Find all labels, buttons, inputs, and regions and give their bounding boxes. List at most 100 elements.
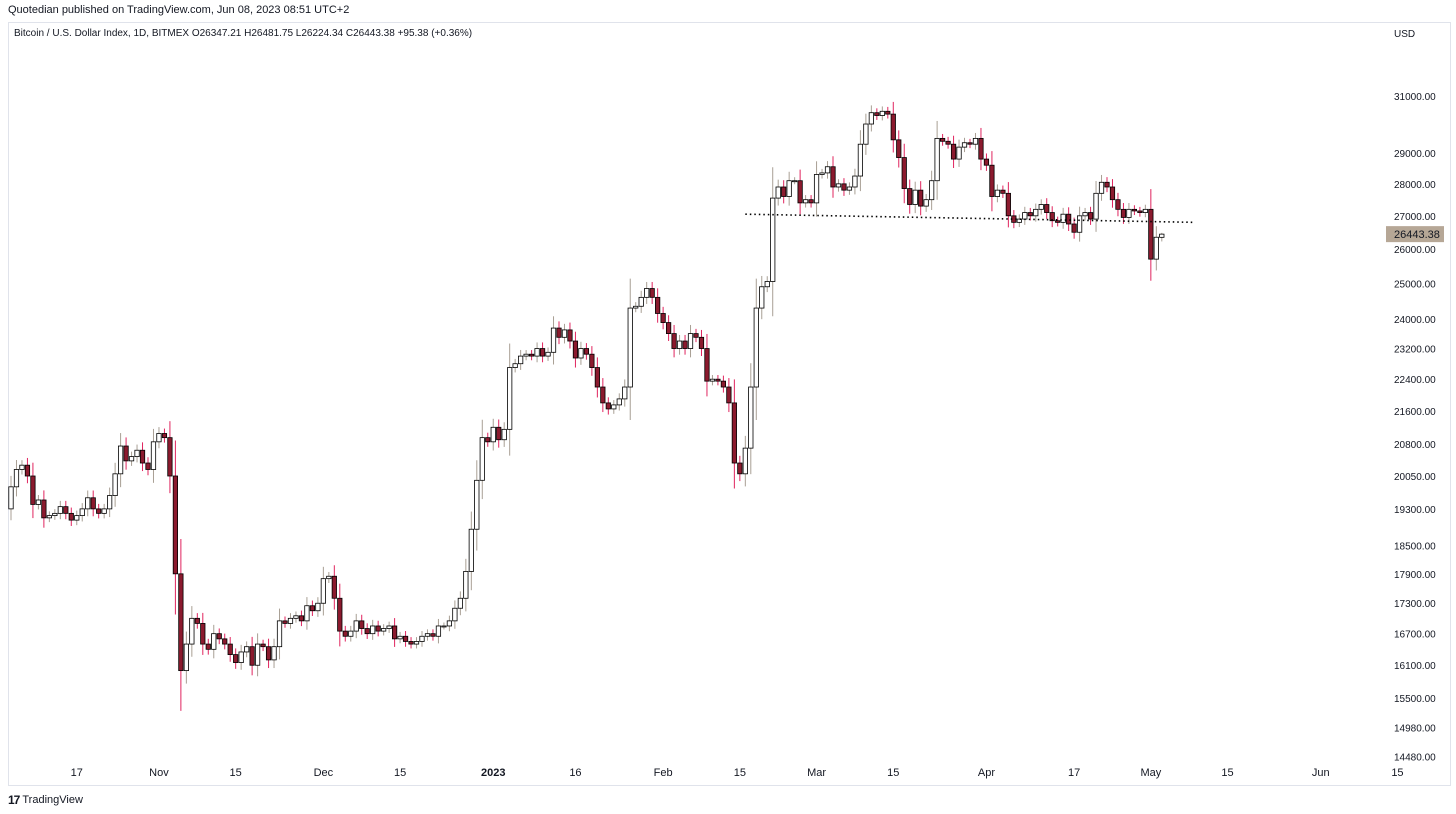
candle[interactable] [90, 490, 96, 517]
tradingview-brand[interactable]: 17 TradingView [8, 793, 83, 807]
candle[interactable] [830, 156, 836, 198]
candle[interactable] [605, 397, 611, 415]
candle[interactable] [68, 507, 74, 526]
candle[interactable] [731, 379, 737, 489]
candle[interactable] [753, 278, 759, 421]
candle[interactable] [298, 610, 305, 627]
candle[interactable] [578, 341, 584, 365]
candle[interactable] [430, 629, 436, 641]
candle[interactable] [983, 153, 990, 171]
candle[interactable] [572, 331, 579, 368]
candle[interactable] [1159, 232, 1165, 242]
candle[interactable] [781, 180, 787, 204]
candle[interactable] [978, 127, 984, 171]
candle[interactable] [885, 106, 891, 119]
candle[interactable] [1104, 177, 1110, 193]
candle[interactable] [709, 375, 716, 386]
candle[interactable] [682, 334, 688, 355]
candle[interactable] [523, 350, 529, 361]
candle[interactable] [1082, 207, 1088, 221]
candle[interactable] [172, 440, 178, 615]
candle[interactable] [1038, 199, 1044, 215]
candle[interactable] [929, 170, 935, 210]
candle[interactable] [74, 510, 80, 526]
candle[interactable] [408, 637, 414, 649]
candle[interactable] [397, 631, 403, 644]
candle[interactable] [994, 184, 1001, 203]
candle[interactable] [1109, 179, 1116, 208]
candle[interactable] [660, 306, 666, 330]
candle[interactable] [46, 511, 52, 523]
candle[interactable] [835, 179, 842, 192]
candle[interactable] [1000, 185, 1006, 198]
candle[interactable] [194, 613, 200, 629]
candle[interactable] [792, 177, 798, 185]
candle[interactable] [63, 500, 69, 520]
candle[interactable] [271, 638, 277, 669]
candle[interactable] [556, 321, 562, 345]
candle[interactable] [402, 631, 409, 647]
candle[interactable] [918, 181, 924, 216]
candle[interactable] [463, 558, 469, 612]
candle[interactable] [737, 455, 743, 482]
candle[interactable] [337, 583, 343, 647]
candle[interactable] [1093, 181, 1099, 232]
candle[interactable] [770, 167, 776, 317]
candle[interactable] [518, 349, 524, 370]
candle[interactable] [441, 622, 447, 630]
candle[interactable] [276, 608, 283, 660]
candle[interactable] [698, 329, 705, 357]
candle[interactable] [370, 619, 376, 640]
candle[interactable] [123, 437, 129, 470]
candle[interactable] [413, 637, 420, 649]
candle[interactable] [611, 400, 617, 414]
candle[interactable] [797, 169, 803, 215]
candle[interactable] [112, 462, 118, 507]
candle[interactable] [923, 193, 929, 212]
candle[interactable] [8, 475, 14, 521]
candle[interactable] [222, 633, 228, 650]
candle[interactable] [1131, 205, 1137, 216]
candle[interactable] [128, 451, 135, 466]
candle[interactable] [134, 444, 140, 463]
candle[interactable] [945, 136, 951, 149]
candle[interactable] [30, 462, 36, 519]
candle[interactable] [227, 636, 233, 662]
candle[interactable] [150, 428, 157, 483]
candle[interactable] [118, 433, 124, 488]
candle[interactable] [676, 334, 683, 355]
candle[interactable] [452, 600, 458, 629]
candle[interactable] [1137, 206, 1143, 217]
candle[interactable] [764, 276, 770, 293]
candle[interactable] [1055, 216, 1061, 227]
candle[interactable] [260, 639, 266, 652]
candle[interactable] [1142, 204, 1148, 218]
candle[interactable] [786, 171, 792, 206]
candle[interactable] [529, 350, 535, 361]
candle[interactable] [907, 179, 913, 214]
candle[interactable] [161, 428, 168, 443]
candle[interactable] [874, 108, 880, 120]
candle[interactable] [824, 161, 831, 179]
candle[interactable] [534, 342, 540, 363]
candle[interactable] [633, 302, 639, 313]
candle[interactable] [967, 138, 973, 149]
candle[interactable] [583, 343, 590, 360]
candle[interactable] [19, 460, 25, 475]
candle[interactable] [644, 281, 650, 304]
candle[interactable] [485, 432, 491, 447]
candle[interactable] [1148, 189, 1154, 281]
candle[interactable] [490, 418, 496, 451]
candle[interactable] [501, 422, 507, 447]
candle[interactable] [726, 378, 732, 413]
candle[interactable] [808, 195, 814, 208]
candle[interactable] [956, 139, 962, 167]
candle[interactable] [912, 181, 918, 214]
candle[interactable] [655, 288, 661, 323]
candle[interactable] [1049, 206, 1055, 228]
candle[interactable] [950, 135, 957, 168]
candle[interactable] [52, 509, 58, 520]
candle[interactable] [1153, 226, 1159, 271]
candle[interactable] [972, 132, 979, 150]
candle[interactable] [139, 442, 146, 472]
